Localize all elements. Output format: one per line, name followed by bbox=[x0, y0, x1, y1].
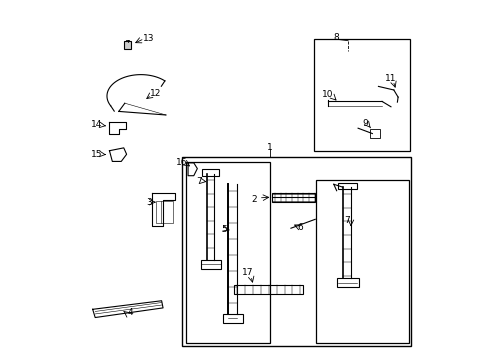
Bar bbox=[369, 129, 379, 138]
Text: 16: 16 bbox=[176, 158, 187, 167]
Bar bbox=[233, 285, 303, 294]
Text: 5: 5 bbox=[221, 225, 226, 234]
Text: 9: 9 bbox=[362, 119, 367, 128]
Bar bbox=[223, 314, 242, 323]
Text: 15: 15 bbox=[90, 150, 102, 159]
Text: 1: 1 bbox=[267, 143, 272, 152]
Bar bbox=[272, 193, 315, 202]
Text: 10: 10 bbox=[321, 90, 332, 99]
Text: 14: 14 bbox=[90, 120, 102, 129]
Text: 13: 13 bbox=[142, 34, 154, 43]
Bar bbox=[202, 169, 219, 176]
Text: 8: 8 bbox=[333, 33, 339, 42]
Text: 11: 11 bbox=[384, 74, 395, 83]
Bar bbox=[336, 278, 358, 287]
Bar bbox=[201, 260, 221, 269]
Text: 12: 12 bbox=[150, 89, 161, 98]
Bar bbox=[315, 180, 408, 342]
Text: 7: 7 bbox=[196, 176, 201, 185]
Bar bbox=[313, 39, 408, 152]
Bar bbox=[337, 183, 356, 189]
Text: 2: 2 bbox=[251, 195, 257, 204]
Bar bbox=[124, 41, 131, 49]
Bar bbox=[182, 157, 410, 346]
Text: 3: 3 bbox=[145, 198, 151, 207]
Text: 17: 17 bbox=[242, 268, 253, 277]
Text: 6: 6 bbox=[296, 222, 302, 231]
Bar bbox=[156, 202, 173, 223]
Text: 7: 7 bbox=[344, 216, 349, 225]
Text: 4: 4 bbox=[127, 309, 133, 318]
Bar bbox=[185, 162, 269, 342]
